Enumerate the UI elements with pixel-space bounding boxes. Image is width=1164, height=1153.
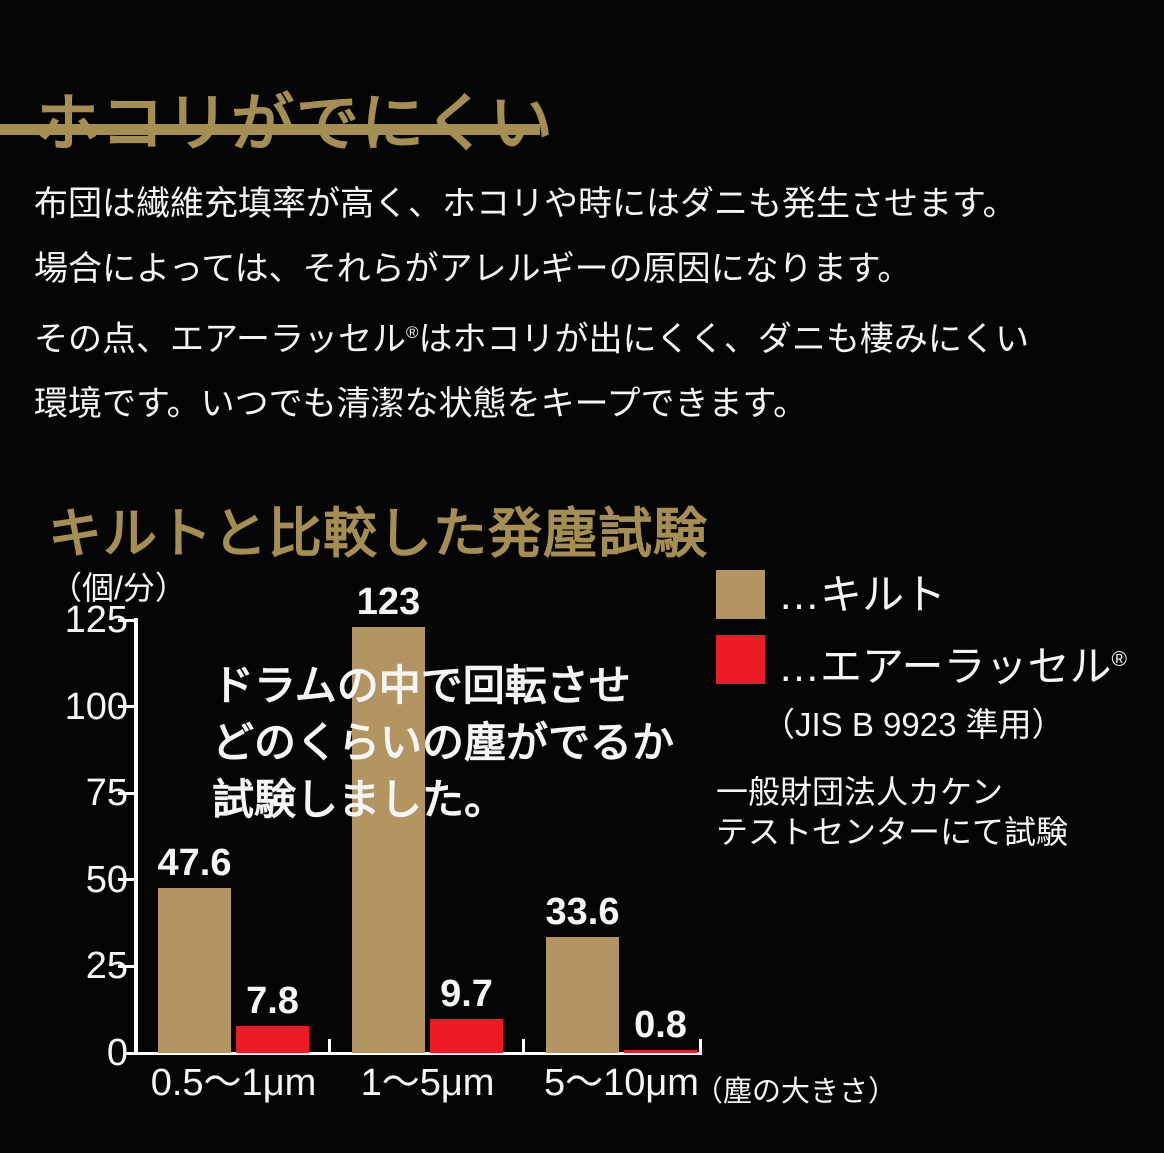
x-axis-note: （塵の大きさ） (694, 1076, 898, 1108)
legend-swatch-air-russell (716, 635, 765, 684)
x-axis-line (124, 1052, 702, 1055)
x-axis-category-label: 5〜10μm (544, 1062, 699, 1104)
source-line: テストセンターにて試験 (716, 814, 1069, 850)
source-line: 一般財団法人カケン (716, 774, 1004, 810)
x-axis-category-label: 1〜5μm (360, 1062, 495, 1104)
bar-value-label: 33.6 (545, 890, 620, 933)
y-axis-tick-label: 100 (64, 685, 128, 728)
intro-line: 場合によっては、それらがアレルギーの原因になります。 (34, 249, 912, 288)
annotation-line: 試験しました。 (212, 776, 507, 823)
bar-quilt-1 (158, 888, 231, 1053)
y-axis-tick (118, 964, 137, 968)
legend-label-air-russell: …エアーラッセル® (778, 643, 1127, 690)
test-source-note: 一般財団法人カケンテストセンターにて試験 (716, 772, 1068, 852)
intro-line: 布団は繊維充填率が高く、ホコリや時にはダニも発生させます。 (34, 185, 1017, 223)
bar-quilt-3 (546, 936, 619, 1053)
x-axis-tick (328, 1039, 331, 1052)
y-axis-unit-label: （個/分） (50, 570, 187, 606)
y-axis-line (134, 618, 138, 1055)
y-axis-tick (118, 878, 137, 882)
bar-air-russell-1 (236, 1025, 309, 1053)
intro-line: その点、エアーラッセル®はホコリが出にくく、ダニも棲みにくい (34, 320, 1030, 359)
bar-value-label: 47.6 (157, 842, 232, 885)
intro-paragraph: 布団は繊維充填率が高く、ホコリや時にはダニも発生させます。 場合によっては、それら… (34, 172, 1029, 436)
bar-quilt-2 (352, 626, 425, 1053)
x-axis-tick (699, 1039, 702, 1052)
x-axis-category-label: 0.5〜1μm (150, 1062, 317, 1104)
y-axis-tick-label: 50 (85, 858, 128, 901)
bar-air-russell-3 (624, 1050, 697, 1053)
chart-annotation: ドラムの中で回転させ どのくらいの塵がでるか 試験しました。 (212, 657, 674, 828)
intro-line: 環境です。いつでも清潔な状態をキープできます。 (34, 384, 808, 423)
y-axis-tick (118, 618, 137, 622)
annotation-line: ドラムの中で回転させ (212, 662, 631, 709)
annotation-line: どのくらいの塵がでるか (212, 719, 675, 766)
y-axis-tick (118, 705, 137, 709)
title-underline (0, 124, 540, 135)
bar-value-label: 0.8 (634, 1004, 687, 1047)
legend-label-quilt: …キルト (778, 571, 947, 618)
y-axis-tick-label: 25 (85, 945, 128, 988)
chart-title: キルトと比較した発塵試験 (48, 503, 708, 564)
y-axis-tick-label: 0 (106, 1032, 128, 1074)
y-axis-tick (118, 791, 137, 795)
bar-value-label: 7.8 (246, 979, 299, 1022)
bar-value-label: 123 (356, 580, 421, 623)
x-axis-tick (522, 1039, 525, 1052)
y-axis-tick-label: 125 (64, 599, 128, 641)
legend-swatch-quilt (716, 570, 765, 619)
page-title: ホコリがでにくい (36, 92, 555, 155)
legend-jis-note: （JIS B 9923 準用） (762, 706, 1065, 743)
y-axis-tick-label: 75 (85, 772, 128, 815)
bar-air-russell-2 (430, 1019, 503, 1053)
bar-value-label: 9.7 (440, 973, 493, 1016)
